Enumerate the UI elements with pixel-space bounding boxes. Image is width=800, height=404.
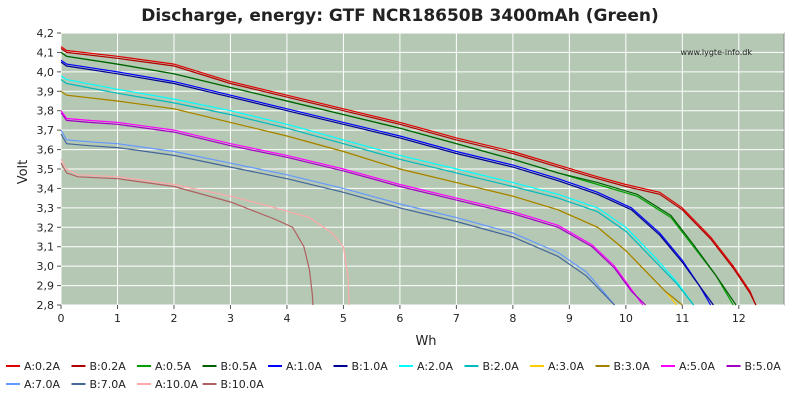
watermark: www.lygte-info.dk xyxy=(680,48,752,57)
x-tick-label: 0 xyxy=(58,312,65,325)
series-line-a-7-0a xyxy=(60,129,615,306)
y-tick-label: 2,9 xyxy=(37,280,55,293)
series-line-b-0-5a xyxy=(60,51,737,306)
legend-label: B:2.0A xyxy=(483,360,520,373)
x-tick-label: 6 xyxy=(396,312,403,325)
x-tick-label: 2 xyxy=(170,312,177,325)
series-line-a-2-0a xyxy=(60,75,695,306)
chart-title: Discharge, energy: GTF NCR18650B 3400mAh… xyxy=(141,6,659,26)
legend-label: A:7.0A xyxy=(24,378,61,391)
series-line-b-7-0a xyxy=(60,133,615,306)
y-tick-label: 3,0 xyxy=(37,260,55,273)
x-tick-label: 9 xyxy=(566,312,573,325)
x-tick-label: 5 xyxy=(340,312,347,325)
x-tick-label: 8 xyxy=(509,312,516,325)
y-tick-label: 3,6 xyxy=(37,144,55,157)
y-tick-label: 3,3 xyxy=(37,202,55,215)
y-tick-label: 2,8 xyxy=(37,299,55,312)
y-axis-label: Volt xyxy=(16,160,31,185)
y-tick-label: 4,0 xyxy=(37,66,55,79)
series-line-b-2-0a xyxy=(60,79,695,306)
x-tick-label: 3 xyxy=(227,312,234,325)
x-tick-label: 12 xyxy=(732,312,746,325)
series-line-b-3-0a xyxy=(60,90,683,306)
legend-label: B:7.0A xyxy=(90,378,127,391)
x-tick-label: 7 xyxy=(453,312,460,325)
y-tick-label: 4,2 xyxy=(37,27,55,40)
series-line-a-0-2a xyxy=(60,46,757,306)
legend: A:0.2A B:0.2A A:0.5A B:0.5A A:1.0A B:1.0A A:2.… xyxy=(6,360,781,391)
x-tick-label: 1 xyxy=(114,312,121,325)
series-line-b-1-0a xyxy=(60,61,714,306)
series-line-b-5-0a xyxy=(60,112,647,306)
legend-label: A:0.2A xyxy=(24,360,61,373)
series-line-a-10-0a xyxy=(60,159,350,306)
series-line-a-1-0a xyxy=(60,59,712,306)
legend-label: B:5.0A xyxy=(745,360,782,373)
y-tick-label: 3,8 xyxy=(37,105,55,118)
legend-label: B:0.2A xyxy=(90,360,127,373)
legend-label: A:10.0A xyxy=(155,378,199,391)
series-line-a-5-0a xyxy=(60,110,644,306)
y-tick-label: 3,1 xyxy=(37,241,55,254)
legend-label: B:10.0A xyxy=(221,378,265,391)
legend-label: A:5.0A xyxy=(679,360,716,373)
x-axis-label: Wh xyxy=(415,334,436,349)
series-line-b-0-2a xyxy=(60,48,757,306)
series-layer xyxy=(60,46,757,306)
y-tick-label: 3,7 xyxy=(37,124,55,137)
legend-label: A:0.5A xyxy=(155,360,192,373)
legend-label: A:2.0A xyxy=(417,360,454,373)
y-tick-label: 3,2 xyxy=(37,221,55,234)
x-tick-label: 11 xyxy=(675,312,689,325)
x-ticks: 0 1 2 3 4 5 6 7 8 9 10 11 12 xyxy=(58,305,746,325)
y-tick-label: 3,5 xyxy=(37,163,55,176)
y-tick-label: 4,1 xyxy=(37,46,55,59)
legend-label: A:1.0A xyxy=(286,360,323,373)
y-tick-label: 3,9 xyxy=(37,85,55,98)
series-line-b-10-0a xyxy=(60,162,314,306)
legend-label: B:1.0A xyxy=(352,360,389,373)
y-tick-label: 3,4 xyxy=(37,182,55,195)
x-tick-label: 4 xyxy=(283,312,290,325)
legend-label: B:0.5A xyxy=(221,360,258,373)
legend-label: A:3.0A xyxy=(548,360,585,373)
x-tick-label: 10 xyxy=(619,312,633,325)
y-ticks: 2,8 2,9 3,0 3,1 3,2 3,3 3,4 3,5 3,6 3,7 3,8 3,9 4,0 4… xyxy=(37,27,61,312)
legend-label: B:3.0A xyxy=(614,360,651,373)
